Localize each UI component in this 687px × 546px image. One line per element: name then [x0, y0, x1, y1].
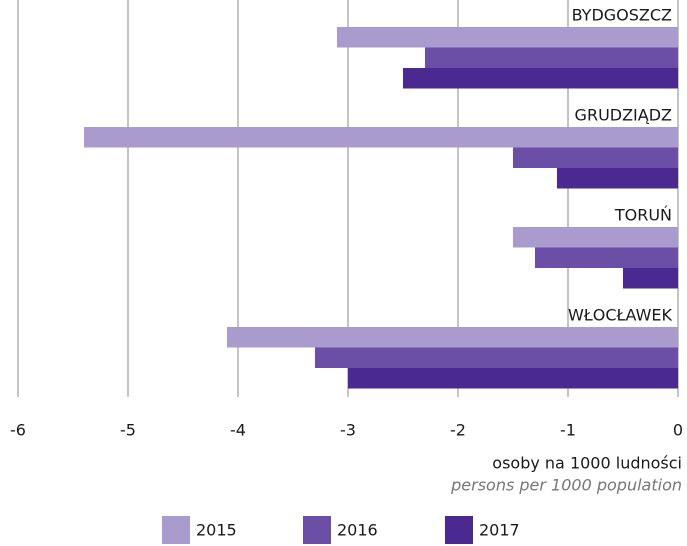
- x-axis-label-en: persons per 1000 population: [450, 476, 682, 495]
- x-axis-label: osoby na 1000 ludności: [492, 454, 682, 473]
- x-tick-label: -2: [450, 421, 466, 440]
- x-tick-label: -6: [10, 421, 26, 440]
- bar: [513, 147, 678, 168]
- x-tick-label: -1: [560, 421, 576, 440]
- category-label: TORUŃ: [614, 206, 672, 225]
- bar: [315, 347, 678, 368]
- x-tick-label: 0: [673, 421, 683, 440]
- bar: [557, 168, 678, 189]
- x-tick-label: -5: [120, 421, 136, 440]
- bar: [425, 47, 678, 68]
- bar: [513, 227, 678, 248]
- bar: [535, 247, 678, 268]
- category-label: WŁOCŁAWEK: [568, 306, 673, 325]
- legend-label: 2015: [196, 521, 237, 540]
- bar: [84, 127, 678, 148]
- legend-swatch: [162, 516, 190, 544]
- legend-swatch: [303, 516, 331, 544]
- bar: [337, 27, 678, 48]
- x-tick-label: -3: [340, 421, 356, 440]
- category-label: GRUDZIĄDZ: [575, 106, 672, 125]
- bar: [623, 268, 678, 289]
- legend-label: 2017: [479, 521, 520, 540]
- bar: [348, 368, 678, 389]
- legend-label: 2016: [337, 521, 378, 540]
- x-tick-label: -4: [230, 421, 246, 440]
- legend-swatch: [445, 516, 473, 544]
- bar: [227, 327, 678, 348]
- bar: [403, 68, 678, 89]
- category-label: BYDGOSZCZ: [572, 6, 672, 25]
